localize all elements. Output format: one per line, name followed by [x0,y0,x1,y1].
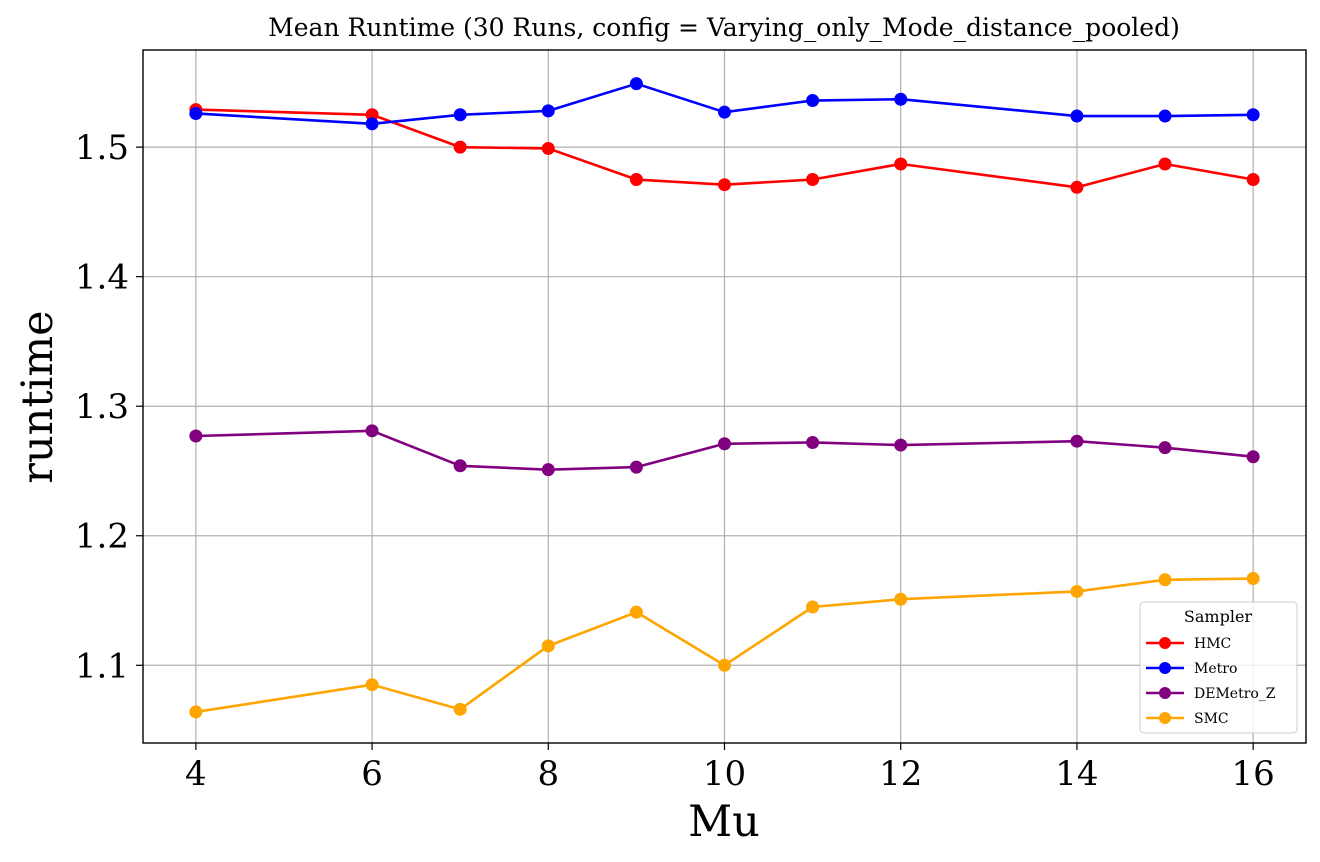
x-tick-label: 14 [1055,754,1098,794]
legend-items: HMC Metro DEMetro_Z SMC [1146,636,1276,727]
legend-item-hmc: HMC [1146,636,1231,652]
data-point-demetro-z [365,424,379,438]
legend-item-demetro-z: DEMetro_Z [1146,686,1276,702]
data-point-smc [894,592,908,606]
x-tick-label: 8 [537,754,559,794]
data-point-metro [365,117,379,131]
legend-marker-demetro-z [1159,687,1171,699]
x-tick-label: 16 [1232,754,1275,794]
data-point-demetro-z [894,438,908,452]
legend-label-hmc: HMC [1194,636,1231,652]
data-point-metro [806,94,820,108]
x-tick-label: 10 [703,754,746,794]
data-point-smc [365,678,379,692]
data-point-smc [189,705,203,719]
legend-title: Sampler [1184,607,1253,626]
data-point-demetro-z [1246,450,1260,464]
data-point-smc [453,702,467,716]
series-demetro-z [189,424,1260,477]
data-point-smc [541,639,555,653]
data-point-metro [1158,109,1172,123]
chart-title: Mean Runtime (30 Runs, config = Varying_… [268,13,1180,42]
series-lines [189,77,1260,719]
y-tick-label: 1.3 [75,387,129,427]
data-point-demetro-z [189,429,203,443]
data-point-smc [1158,573,1172,587]
data-point-hmc [629,173,643,187]
data-point-demetro-z [806,435,820,449]
y-tick-label: 1.1 [75,646,129,686]
legend-box [1139,601,1298,734]
data-point-metro [453,108,467,122]
data-point-hmc [894,157,908,171]
data-point-hmc [365,108,379,122]
data-point-demetro-z [453,459,467,473]
axes: 4 6 8 10 12 14 16 1.1 1.2 1.3 1.4 1.5 [75,49,1307,794]
x-tick-label: 6 [361,754,383,794]
data-point-demetro-z [1070,434,1084,448]
y-tick-label: 1.5 [75,128,129,168]
series-metro [189,77,1260,131]
data-point-metro [718,105,731,119]
data-point-metro [541,104,555,118]
data-point-smc [629,605,643,619]
data-point-metro [629,77,643,91]
data-point-demetro-z [1158,441,1172,455]
legend-label-metro: Metro [1194,661,1237,677]
data-point-demetro-z [541,463,555,477]
data-point-hmc [1246,173,1260,187]
series-smc [189,571,1260,719]
data-point-metro [894,92,908,106]
x-tick-label: 12 [879,754,922,794]
legend-label-demetro-z: DEMetro_Z [1194,686,1276,702]
data-point-smc [806,600,820,614]
x-axis-label: Mu [688,797,760,847]
grid-lines [143,50,1306,743]
data-point-demetro-z [718,437,731,451]
data-point-smc [1070,584,1084,598]
data-point-hmc [718,178,731,192]
legend-marker-smc [1159,712,1171,724]
data-point-hmc [453,140,467,154]
legend: Sampler HMC Metro DEMetro_Z SMC [1139,601,1298,734]
legend-item-metro: Metro [1146,661,1237,677]
legend-item-smc: SMC [1146,711,1229,727]
y-tick-label: 1.4 [75,258,129,298]
data-point-hmc [1070,180,1084,194]
y-tick-label: 1.2 [75,517,129,557]
data-point-demetro-z [629,460,643,474]
data-point-metro [1246,108,1260,122]
data-point-hmc [806,173,820,187]
legend-marker-metro [1159,662,1171,674]
data-point-smc [718,658,731,672]
legend-marker-hmc [1159,637,1171,649]
data-point-metro [1070,109,1084,123]
data-point-hmc [1158,157,1172,171]
data-point-hmc [541,141,555,155]
x-tick-label: 4 [185,754,207,794]
y-axis-label: runtime [13,310,63,483]
data-point-metro [189,106,203,120]
data-point-smc [1246,571,1260,585]
legend-label-smc: SMC [1194,711,1229,727]
